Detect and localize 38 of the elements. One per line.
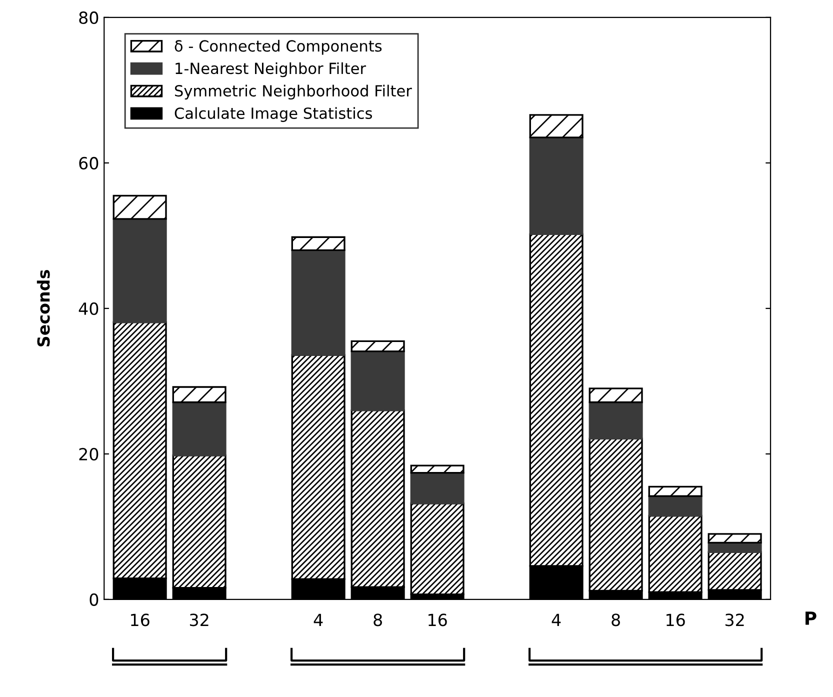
- bar: [588, 388, 643, 404]
- bar: [112, 218, 167, 324]
- x-tick-label: 16: [428, 614, 447, 626]
- x-tick-label: 32: [725, 614, 744, 626]
- legend-label: 1-Nearest Neighbor Filter: [176, 62, 366, 78]
- bar: [350, 340, 405, 352]
- y-tick-label: 0: [90, 593, 98, 606]
- y-tick-label: 20: [79, 448, 98, 460]
- x-tick-label: 32: [190, 614, 208, 626]
- bar: [291, 236, 346, 252]
- x-tick-label: 8: [612, 614, 620, 626]
- x-tick-label: 16: [131, 614, 150, 626]
- legend-label: Calculate Image Statistics: [174, 107, 372, 122]
- y-tick-label: 80: [79, 11, 98, 24]
- bar: [410, 472, 464, 504]
- x-tick-label: 16: [666, 614, 685, 626]
- legend-label: δ - Connected Components: [174, 40, 382, 55]
- x-axis-title: P: [806, 612, 816, 625]
- bar: [708, 533, 762, 544]
- x-tick-label: 4: [314, 614, 323, 626]
- legend-label: Symmetric Neighborhood Filter: [174, 84, 412, 100]
- bar: [529, 114, 584, 138]
- bar: [410, 464, 464, 474]
- x-tick-label: 8: [374, 614, 382, 626]
- bar: [112, 194, 167, 220]
- bar: [529, 136, 584, 236]
- bar: [648, 495, 702, 517]
- bar: [588, 401, 643, 440]
- bar: [172, 386, 226, 404]
- bar: [350, 350, 405, 412]
- y-tick-label: 60: [79, 156, 98, 170]
- y-tick-label: 40: [78, 302, 98, 315]
- bar: [291, 249, 346, 356]
- y-axis-title: Seconds: [36, 270, 50, 346]
- bar: [648, 486, 702, 497]
- bar: [410, 502, 464, 596]
- bar: [172, 401, 226, 456]
- x-tick-label: 4: [552, 614, 561, 626]
